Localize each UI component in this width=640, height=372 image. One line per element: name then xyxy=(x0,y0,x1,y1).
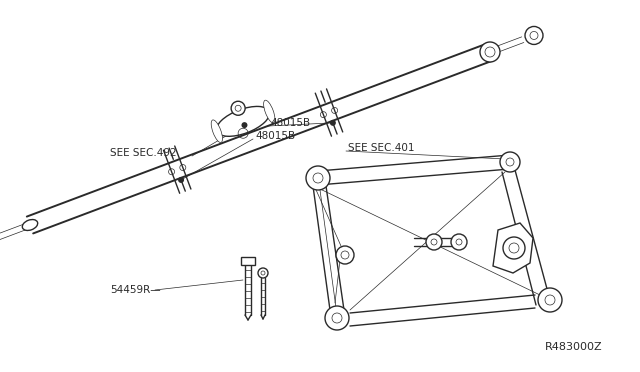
Circle shape xyxy=(231,101,245,115)
Circle shape xyxy=(258,268,268,278)
Circle shape xyxy=(325,306,349,330)
Ellipse shape xyxy=(22,219,38,231)
Circle shape xyxy=(500,152,520,172)
Text: R483000Z: R483000Z xyxy=(545,342,603,352)
Ellipse shape xyxy=(216,106,269,136)
Ellipse shape xyxy=(264,100,275,123)
Circle shape xyxy=(451,234,467,250)
Circle shape xyxy=(241,122,248,128)
Text: SEE SEC.492: SEE SEC.492 xyxy=(110,148,177,158)
Circle shape xyxy=(306,166,330,190)
Circle shape xyxy=(480,42,500,62)
Circle shape xyxy=(178,177,184,183)
Polygon shape xyxy=(493,223,533,273)
Circle shape xyxy=(525,26,543,45)
Circle shape xyxy=(336,246,354,264)
Text: SEE SEC.401: SEE SEC.401 xyxy=(348,143,415,153)
Text: 54459R—: 54459R— xyxy=(110,285,161,295)
Text: 48015B: 48015B xyxy=(270,118,310,128)
Circle shape xyxy=(330,120,336,126)
Circle shape xyxy=(503,237,525,259)
Text: 48015B: 48015B xyxy=(255,131,295,141)
Circle shape xyxy=(426,234,442,250)
Circle shape xyxy=(538,288,562,312)
Ellipse shape xyxy=(211,120,223,142)
Polygon shape xyxy=(241,257,255,265)
